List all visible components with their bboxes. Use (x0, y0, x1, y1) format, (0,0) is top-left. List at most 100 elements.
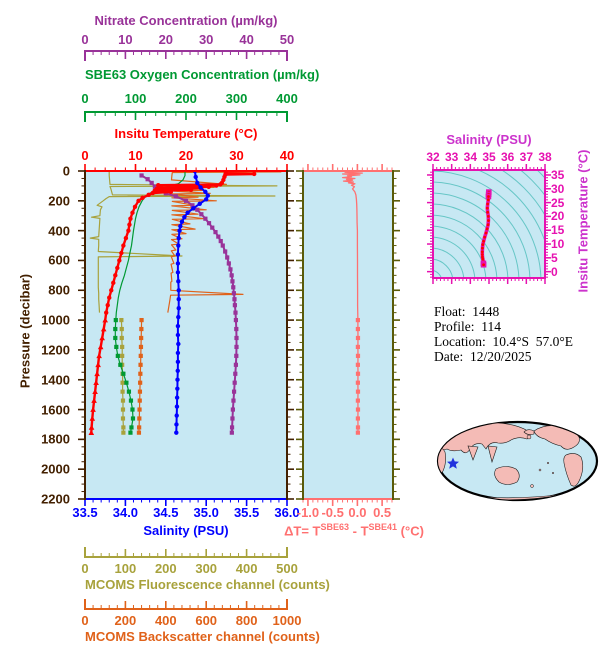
delta-pressure-axes (296, 170, 400, 500)
tick-label: 0.0 (348, 505, 367, 520)
tick-label: 0 (81, 148, 89, 163)
pressure-tick-label: 200 (48, 193, 70, 209)
tick-label: 36.0 (274, 505, 300, 520)
ruler-axis (84, 50, 288, 61)
oxygen-axis-title: SBE63 Oxygen Concentration (µm/kg) (85, 67, 320, 82)
pressure-axis-label: Pressure (decibar) (17, 273, 33, 389)
main-profile-curves (88, 171, 282, 435)
tick-label: 0.5 (373, 505, 392, 520)
axis (302, 164, 394, 172)
ts-y-tick-label: 5 (551, 250, 558, 265)
tick-label: -1.0 (296, 505, 320, 520)
tick-label: 600 (195, 613, 218, 628)
tick-label: 400 (235, 561, 258, 576)
pressure-tick-label: 400 (48, 223, 70, 239)
pressure-tick-label: 1400 (41, 372, 70, 388)
temperature-axis-title: Insitu Temperature (°C) (114, 126, 258, 141)
tick-label: 800 (235, 613, 258, 628)
delta-t-formula: ΔT= TSBE63 - TSBE41 (°C) (284, 522, 424, 539)
tick-label: 0 (81, 32, 89, 47)
ts-frame (427, 164, 551, 284)
ts-y-tick-label: 25 (551, 195, 565, 210)
tick-label: 30 (229, 148, 244, 163)
ts-diagram-title: Salinity (PSU) (446, 132, 532, 147)
ts-profile-curve (480, 189, 492, 268)
ts-x-tick-label: 37 (519, 150, 534, 164)
ts-temperature-axis-label: Insitu Temperature (°C) (575, 149, 591, 293)
pressure-axis (286, 170, 294, 500)
tick-label: 10 (128, 148, 143, 163)
tick-label: 100 (124, 91, 147, 106)
pressure-tick-label: 1800 (41, 431, 70, 447)
ruler-axis (84, 599, 288, 610)
tick-label: 200 (154, 561, 177, 576)
tick-label: 0 (81, 91, 89, 106)
pressure-tick-label: 1000 (41, 312, 70, 328)
tick-label: 10 (118, 32, 133, 47)
axis (84, 164, 288, 172)
ts-y-tick-label: 20 (551, 209, 565, 224)
axis (84, 498, 288, 506)
tick-label: 20 (158, 32, 174, 47)
tick-label: 20 (178, 148, 194, 163)
tick-label: 34.0 (112, 505, 139, 520)
pressure-tick-label: 600 (48, 252, 70, 268)
ts-x-tick-label: 38 (538, 150, 552, 164)
pressure-tick-label: 1600 (41, 402, 70, 418)
pressure-tick-label: 2000 (41, 461, 70, 477)
float-info: Float: 1448 Profile: 114 Location: 10.4°… (434, 304, 573, 364)
tick-label: 30 (198, 32, 214, 47)
ts-x-tick-label: 35 (482, 150, 496, 164)
tick-label: 1000 (272, 613, 302, 628)
fluorescence-axis-title: MCOMS Fluorescence channel (counts) (85, 577, 330, 592)
ts-y-tick-label: 10 (551, 237, 565, 252)
tick-label: 34.5 (153, 505, 179, 520)
tick-label: 300 (195, 561, 218, 576)
location-line: Location: 10.4°S 57.0°E (434, 334, 574, 349)
tick-label: 35.0 (193, 505, 219, 520)
backscatter-axis-title: MCOMS Backscatter channel (counts) (85, 629, 320, 644)
pressure-tick-label: 1200 (41, 342, 70, 358)
ts-x-tick-label: 32 (426, 150, 440, 164)
tick-label: 40 (279, 148, 295, 163)
pressure-tick-label: 0 (62, 163, 70, 179)
pressure-tick-label: 2200 (41, 491, 70, 507)
tick-label: 35.5 (233, 505, 260, 520)
tick-label: 300 (225, 91, 248, 106)
tick-label: 100 (114, 561, 137, 576)
ts-y-tick-label: 0 (551, 264, 558, 279)
ts-x-tick-label: 34 (463, 150, 478, 164)
float-number-line: Float: 1448 (434, 304, 500, 319)
float-position-star (447, 457, 459, 469)
tick-label: 500 (276, 561, 298, 576)
ts-x-tick-label: 33 (444, 150, 459, 164)
tick-label: -0.5 (321, 505, 344, 520)
pressure-tick-label: 800 (48, 282, 70, 298)
tick-label: 0 (81, 561, 89, 576)
ts-x-tick-label: 36 (500, 150, 515, 164)
ts-y-tick-label: 15 (551, 223, 565, 238)
ruler-axis (84, 111, 288, 122)
tick-label: 33.5 (72, 505, 98, 520)
ruler-axis (84, 547, 288, 558)
nitrate-axis-title: Nitrate Concentration (µm/kg) (94, 13, 278, 28)
tick-label: 200 (175, 91, 197, 106)
tick-label: 200 (114, 613, 137, 628)
salinity-axis-title: Salinity (PSU) (143, 523, 229, 538)
tick-label: 0 (81, 613, 89, 628)
ts-y-tick-label: 35 (551, 167, 565, 182)
pressure-axis (78, 170, 86, 500)
axis (302, 498, 394, 506)
tick-label: 50 (279, 32, 295, 47)
ts-y-tick-label: 30 (551, 181, 565, 196)
tick-label: 40 (239, 32, 254, 47)
tick-label: 400 (154, 613, 177, 628)
world-map (436, 420, 599, 502)
profile-number-line: Profile: 114 (434, 319, 501, 334)
main-profile-plot-area (85, 171, 287, 499)
delta-t-plot-area (303, 171, 393, 499)
delta-t-curve (341, 171, 363, 435)
tick-label: 400 (276, 91, 298, 106)
